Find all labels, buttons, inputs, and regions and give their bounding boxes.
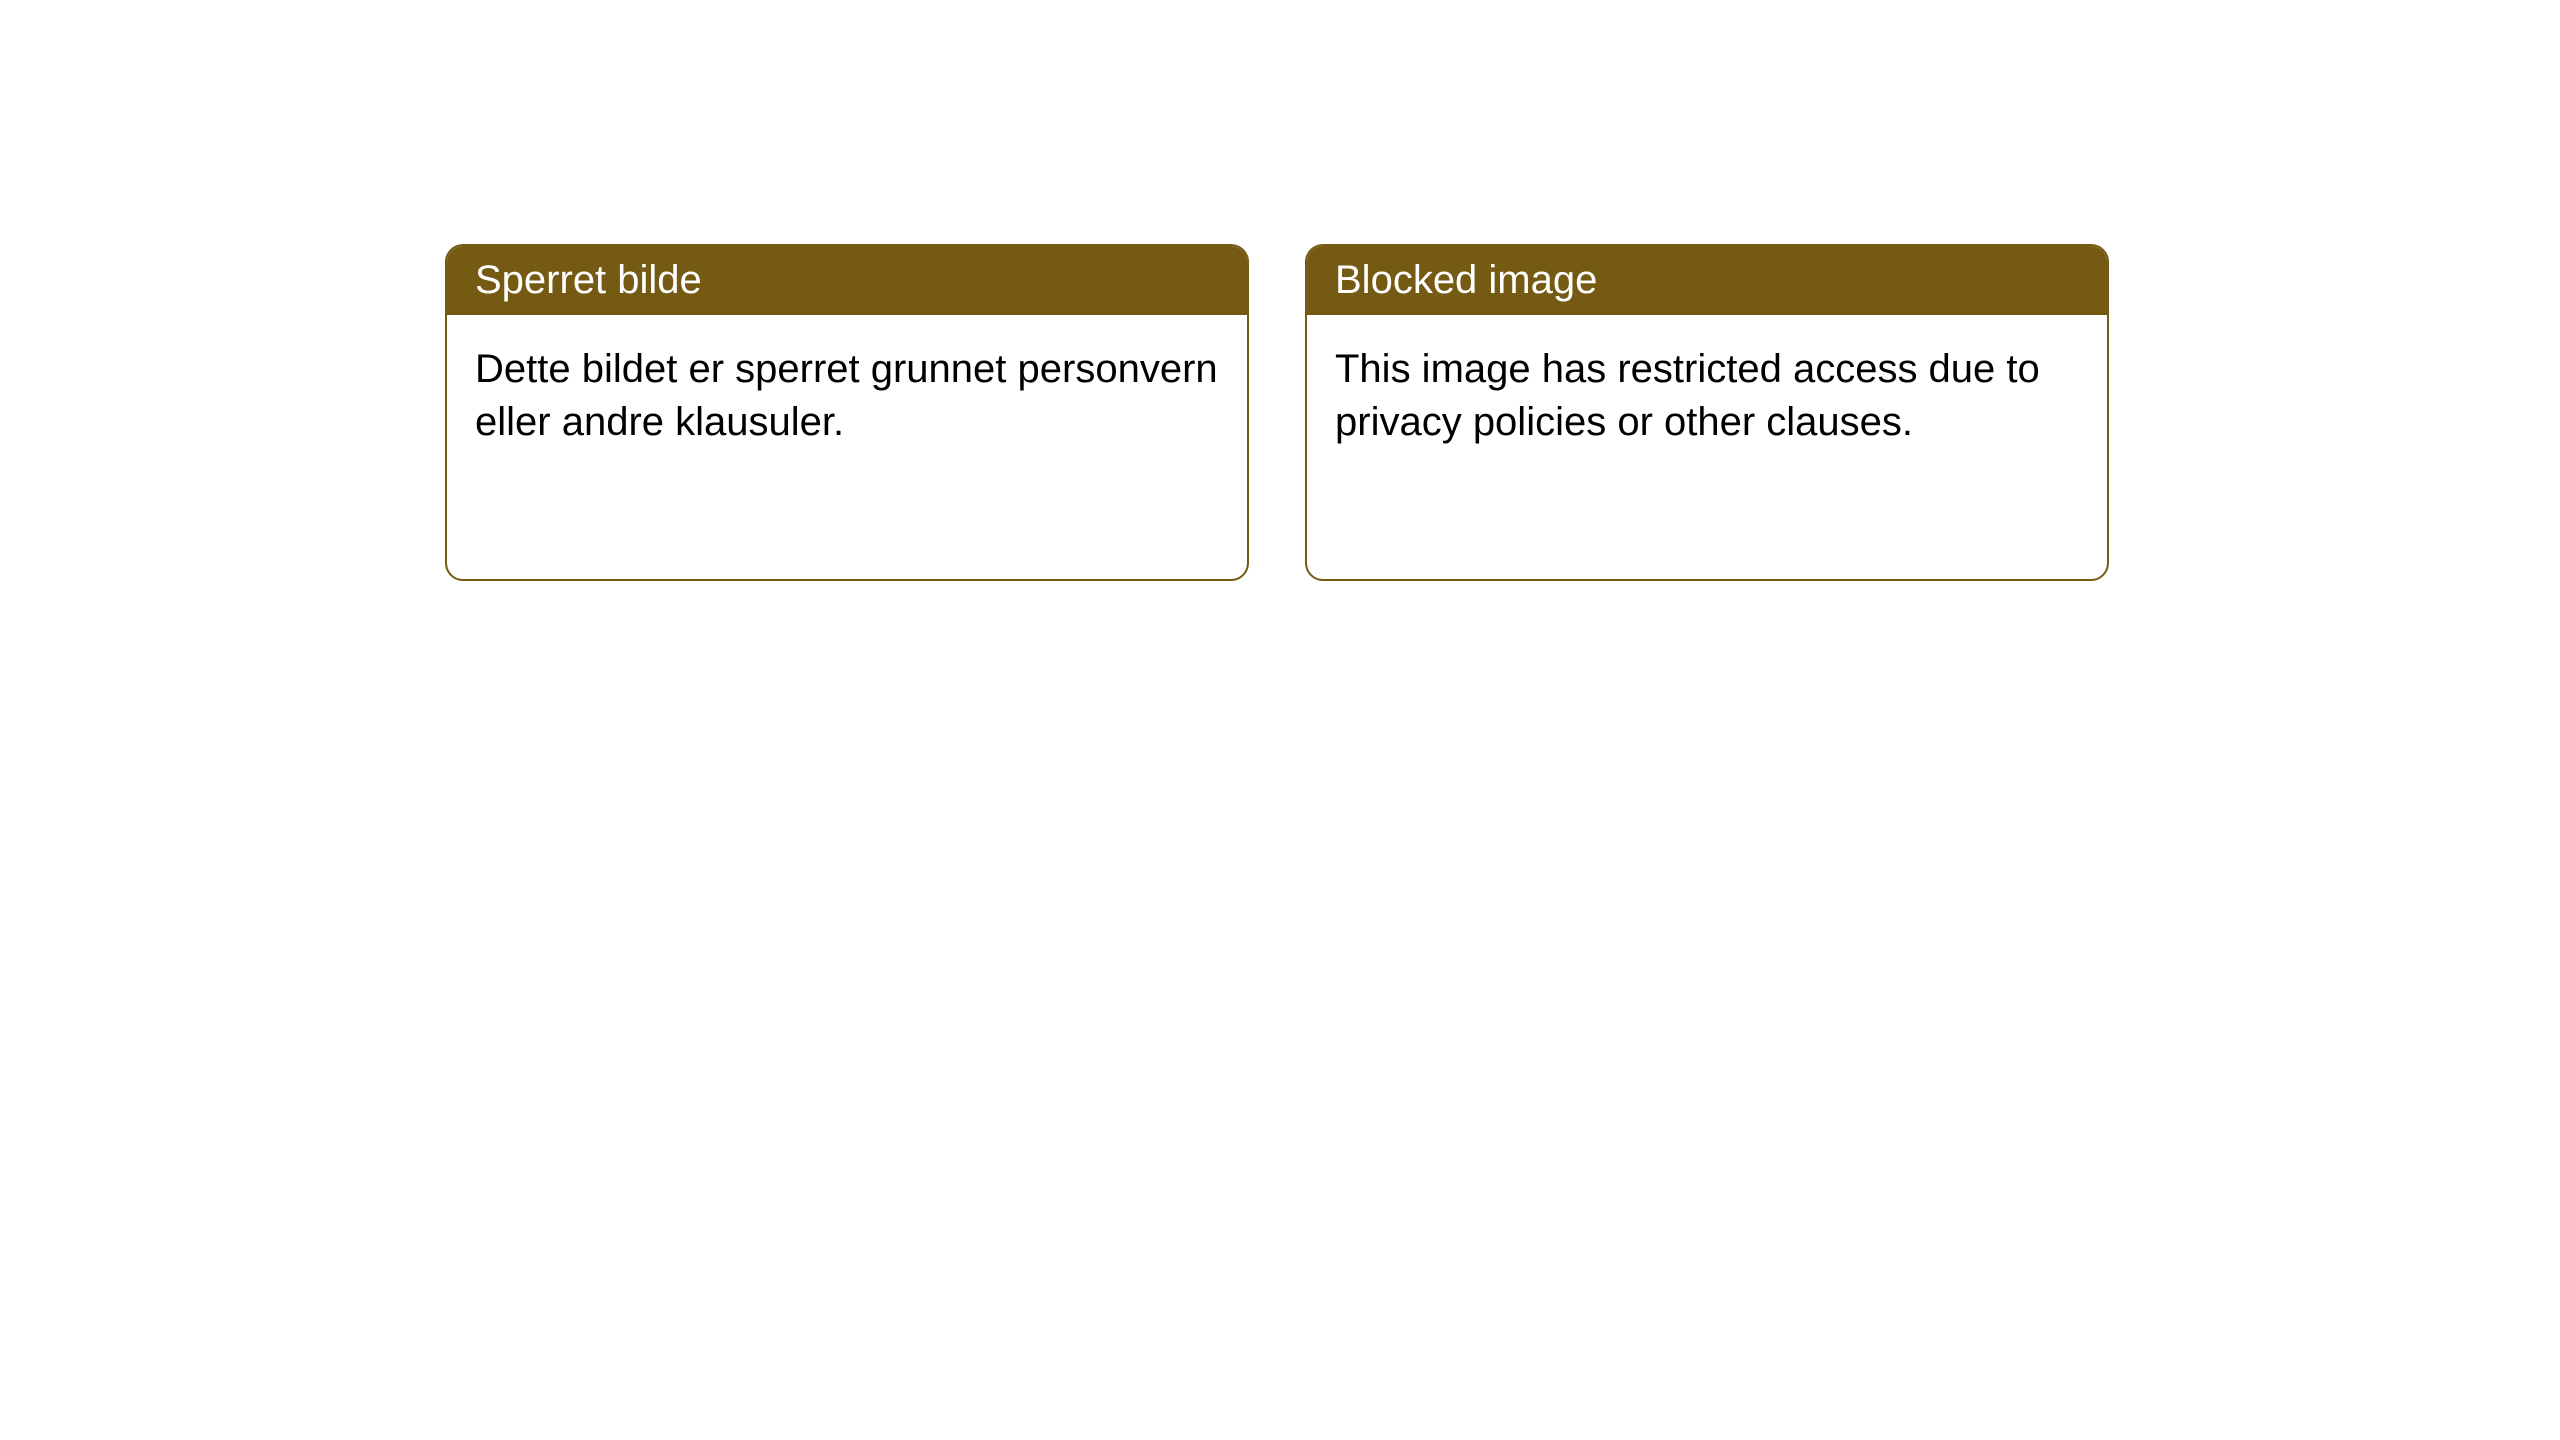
notice-card-english: Blocked image This image has restricted … (1305, 244, 2109, 581)
card-title: Blocked image (1307, 246, 2107, 315)
card-body-text: This image has restricted access due to … (1307, 315, 2107, 477)
notice-card-norwegian: Sperret bilde Dette bildet er sperret gr… (445, 244, 1249, 581)
notice-container: Sperret bilde Dette bildet er sperret gr… (0, 0, 2560, 581)
card-title: Sperret bilde (447, 246, 1247, 315)
card-body-text: Dette bildet er sperret grunnet personve… (447, 315, 1247, 477)
